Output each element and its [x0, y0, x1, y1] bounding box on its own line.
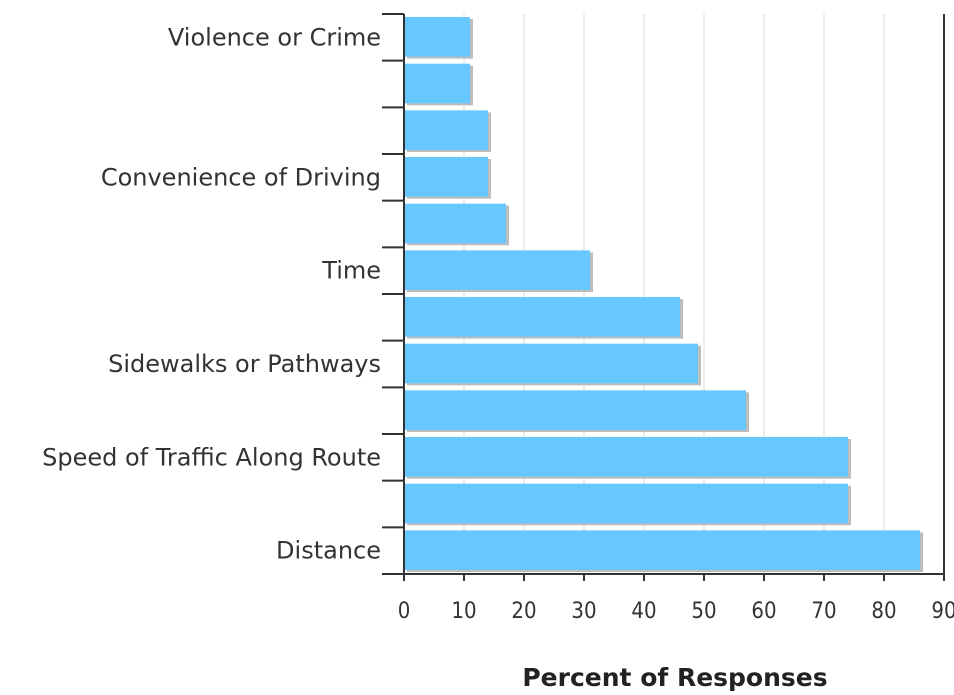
- bar: [404, 250, 590, 290]
- bar: [404, 110, 488, 150]
- category-label: Time: [321, 257, 381, 285]
- x-tick-label: 0: [398, 599, 411, 624]
- bar: [404, 343, 698, 384]
- category-label: Speed of Traffic Along Route: [42, 443, 381, 471]
- category-label: Violence or Crime: [168, 23, 381, 51]
- x-tick-label: 90: [931, 599, 954, 624]
- bar: [404, 17, 470, 57]
- category-labels: Violence or Crime Convenience of Driving T…: [42, 23, 381, 564]
- bars: [404, 17, 923, 572]
- x-tick-label: 10: [451, 599, 476, 624]
- bar: [404, 297, 680, 337]
- category-label: Convenience of Driving: [101, 163, 381, 191]
- x-tick-label: 40: [631, 599, 656, 624]
- x-tick-label: 20: [511, 599, 536, 624]
- bar: [404, 203, 506, 244]
- x-tick-label: 80: [871, 599, 896, 624]
- x-tick-label: 60: [751, 599, 776, 624]
- bar: [404, 483, 848, 524]
- bar: [404, 437, 848, 477]
- x-tick-labels: 0 10 20 30 40 50 60 70 80 90: [398, 599, 954, 624]
- axes: [382, 13, 945, 581]
- bar: [404, 157, 488, 197]
- bar: [404, 530, 920, 570]
- x-tick-label: 30: [571, 599, 596, 624]
- x-tick-label: 50: [691, 599, 716, 624]
- category-label: Sidewalks or Pathways: [108, 350, 381, 378]
- bar: [404, 390, 746, 430]
- category-label: Distance: [276, 537, 381, 565]
- x-tick-label: 70: [811, 599, 836, 624]
- bar: [404, 63, 470, 104]
- x-axis-title: Percent of Responses: [522, 663, 827, 692]
